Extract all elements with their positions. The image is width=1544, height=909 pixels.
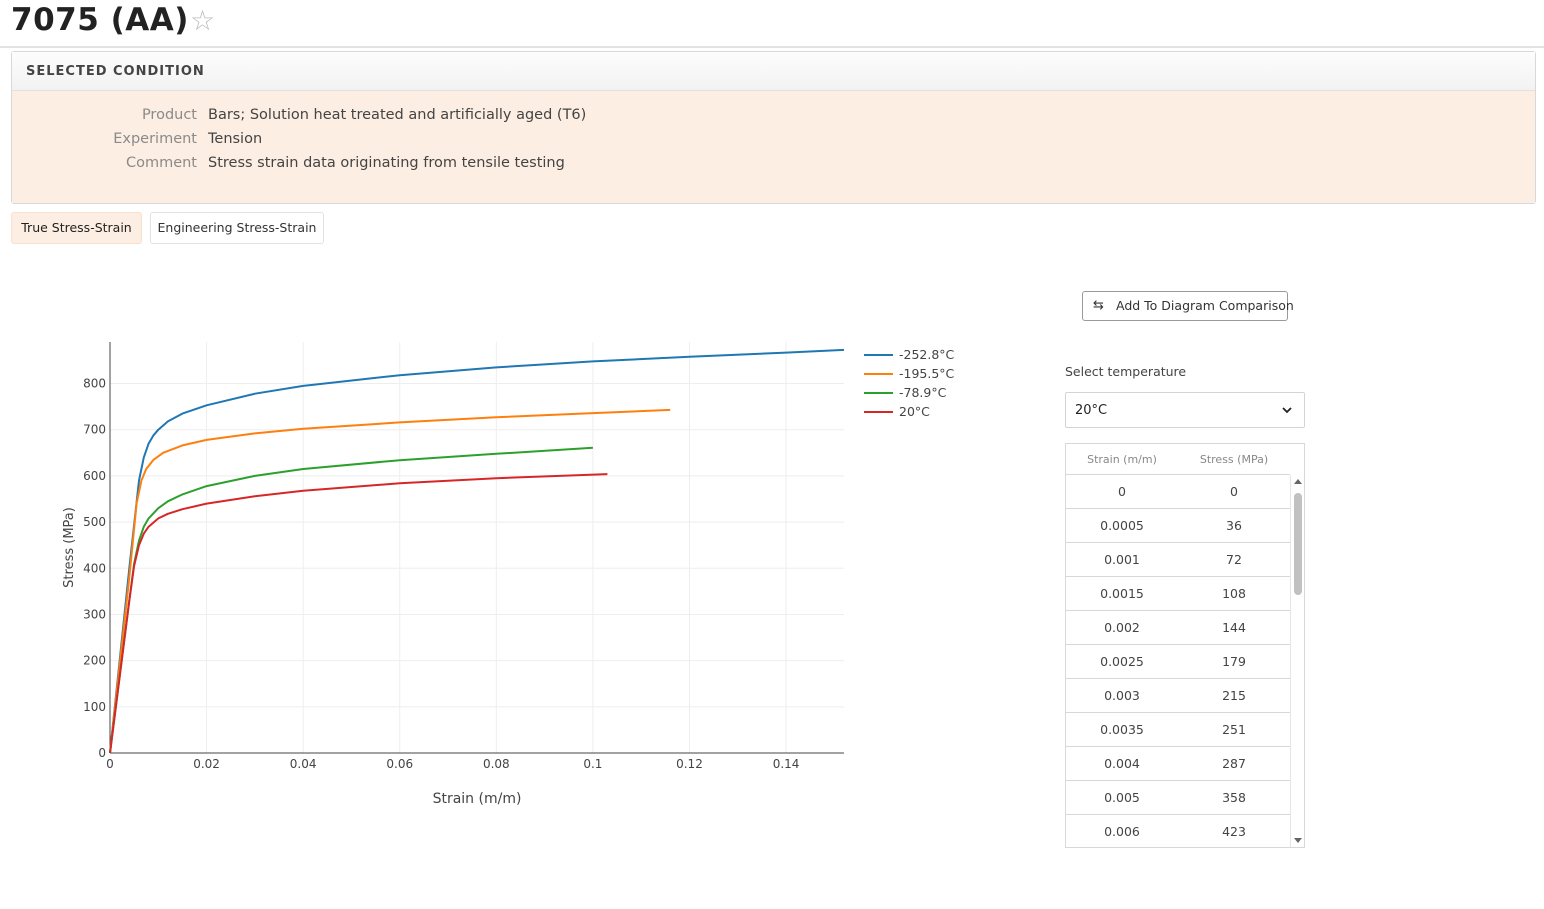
experiment-label: Experiment	[113, 131, 197, 147]
strain-cell: 0.004	[1104, 756, 1140, 771]
series-line-0	[109, 348, 845, 754]
chevron-down-icon	[1282, 407, 1292, 414]
x-tick-label: 0.12	[676, 757, 703, 771]
y-tick-label: 500	[83, 515, 106, 529]
strain-cell: 0	[1118, 484, 1126, 499]
stress-cell: 144	[1222, 620, 1246, 635]
y-tick-label: 800	[83, 377, 106, 391]
strain-cell: 0.001	[1104, 552, 1140, 567]
stress-cell: 215	[1222, 688, 1246, 703]
table-row: 0.005 358	[1066, 781, 1290, 815]
table-row: 0.0005 36	[1066, 509, 1290, 543]
stress-cell: 0	[1230, 484, 1238, 499]
tab-true-stress-strain[interactable]: True Stress-Strain	[11, 212, 142, 244]
temperature-select[interactable]: 20°C	[1065, 392, 1305, 428]
tab-engineering-stress-strain[interactable]: Engineering Stress-Strain	[150, 212, 324, 244]
strain-cell: 0.0015	[1100, 586, 1144, 601]
scroll-thumb[interactable]	[1294, 493, 1302, 595]
strain-cell: 0.0025	[1100, 654, 1144, 669]
product-label: Product	[141, 107, 197, 123]
page-header: 7075 (AA) ☆	[0, 0, 1544, 48]
table-row: 0.006 423	[1066, 815, 1290, 847]
stress-cell: 108	[1222, 586, 1246, 601]
y-tick-label: 300	[83, 607, 106, 621]
strain-column-header: Strain (m/m)	[1087, 453, 1157, 466]
y-tick-label: 600	[83, 469, 106, 483]
x-tick-label: 0.08	[483, 757, 510, 771]
stress-cell: 36	[1226, 518, 1242, 533]
table-body: 0 0 0.0005 36 0.001 72 0.0015 108 0.002 144 0.0025…	[1066, 475, 1290, 847]
comment-label: Comment	[125, 155, 197, 171]
experiment-row: Experiment Tension	[12, 131, 1012, 155]
y-axis-label: Stress (MPa)	[62, 507, 77, 588]
y-tick-label: 100	[83, 700, 106, 714]
experiment-value: Tension	[208, 131, 263, 147]
compare-arrows-icon: ⇆	[1093, 298, 1104, 313]
stress-strain-table: Strain (m/m) Stress (MPa) 0 0 0.0005 36 0.00…	[1065, 443, 1305, 848]
legend-entry-2: -78.9°C	[899, 385, 947, 400]
table-row: 0.001 72	[1066, 543, 1290, 577]
table-scrollbar[interactable]	[1290, 475, 1304, 847]
temperature-selected-value: 20°C	[1075, 403, 1108, 418]
strain-cell: 0.003	[1104, 688, 1140, 703]
x-tick-label: 0.14	[773, 757, 800, 771]
scroll-up-icon[interactable]	[1294, 479, 1302, 484]
comment-value: Stress strain data originating from tens…	[208, 155, 565, 171]
table-row: 0.0035 251	[1066, 713, 1290, 747]
x-tick-label: 0.06	[386, 757, 413, 771]
y-tick-label: 700	[83, 423, 106, 437]
stress-cell: 287	[1222, 756, 1246, 771]
strain-cell: 0.005	[1104, 790, 1140, 805]
legend-entry-3: 20°C	[899, 404, 930, 419]
table-row: 0.004 287	[1066, 747, 1290, 781]
strain-cell: 0.0035	[1100, 722, 1144, 737]
stress-column-header: Stress (MPa)	[1199, 453, 1269, 466]
strain-cell: 0.006	[1104, 824, 1140, 839]
page-title: 7075 (AA)	[11, 2, 189, 38]
comment-row: Comment Stress strain data originating f…	[12, 155, 1012, 179]
stress-cell: 251	[1222, 722, 1246, 737]
stress-strain-chart: 0 0.02 0.04 0.06 0.08 0.1 0.12 0.14 0 100 200 300 40…	[62, 342, 955, 807]
legend-entry-1: -195.5°C	[899, 366, 955, 381]
product-value: Bars; Solution heat treated and artifici…	[208, 107, 587, 123]
table-row: 0.0015 108	[1066, 577, 1290, 611]
y-tick-label: 0	[98, 746, 106, 760]
panel-heading: SELECTED CONDITION	[26, 64, 205, 79]
stress-cell: 179	[1222, 654, 1246, 669]
x-tick-label: 0.1	[583, 757, 602, 771]
strain-cell: 0.0005	[1100, 518, 1144, 533]
add-to-diagram-comparison-label: Add To Diagram Comparison	[1116, 298, 1294, 313]
stress-cell: 72	[1226, 552, 1242, 567]
y-tick-label: 400	[83, 561, 106, 575]
table-header: Strain (m/m) Stress (MPa)	[1066, 444, 1290, 475]
strain-cell: 0.002	[1104, 620, 1140, 635]
y-tick-label: 200	[83, 654, 106, 668]
add-to-diagram-comparison-button[interactable]: ⇆ Add To Diagram Comparison	[1082, 291, 1294, 321]
table-row: 0.0025 179	[1066, 645, 1290, 679]
series-line-3	[109, 473, 608, 754]
x-tick-label: 0	[106, 757, 114, 771]
product-row: Product Bars; Solution heat treated and …	[12, 107, 1012, 131]
x-axis-label: Strain (m/m)	[433, 791, 522, 807]
table-row: 0.002 144	[1066, 611, 1290, 645]
condition-details: Product Bars; Solution heat treated and …	[12, 91, 1535, 203]
table-row: 0.003 215	[1066, 679, 1290, 713]
x-tick-label: 0.02	[193, 757, 220, 771]
legend-entry-0: -252.8°C	[899, 347, 955, 362]
stress-cell: 358	[1222, 790, 1246, 805]
select-temperature-label: Select temperature	[1065, 364, 1187, 379]
x-tick-label: 0.04	[290, 757, 317, 771]
stress-cell: 423	[1222, 824, 1246, 839]
star-icon[interactable]: ☆	[190, 4, 216, 37]
scroll-down-icon[interactable]	[1294, 838, 1302, 843]
series-line-1	[109, 408, 671, 754]
selected-condition-panel: SELECTED CONDITION Product Bars; Solutio…	[11, 51, 1536, 204]
panel-header: SELECTED CONDITION	[12, 52, 1535, 91]
